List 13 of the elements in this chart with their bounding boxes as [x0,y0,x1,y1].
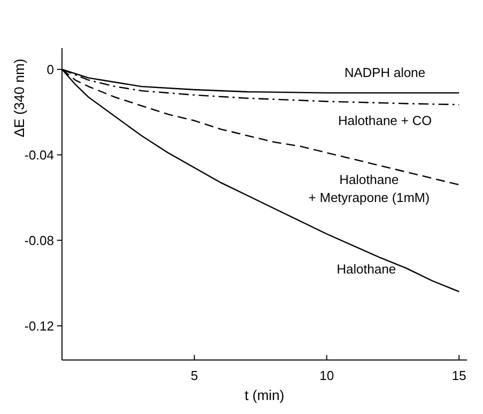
y-axis-title: ΔE (340 nm) [11,58,27,138]
y-tick-label: -0.08 [24,232,54,248]
y-tick-label: -0.12 [24,318,54,334]
series-label: Halothane + Metyrapone (1mM) [308,172,430,205]
y-tick-label: -0.04 [24,147,54,162]
x-axis-title: t (min) [244,387,284,403]
x-tick-label: 5 [190,368,198,383]
y-tick-label: 0 [46,62,54,77]
series-label: Halothane + CO [338,112,432,128]
x-tick-label: 10 [319,368,334,383]
series-label: Halothane [336,262,396,277]
series-label: NADPH alone [344,64,426,80]
x-tick-label: 15 [452,368,466,383]
